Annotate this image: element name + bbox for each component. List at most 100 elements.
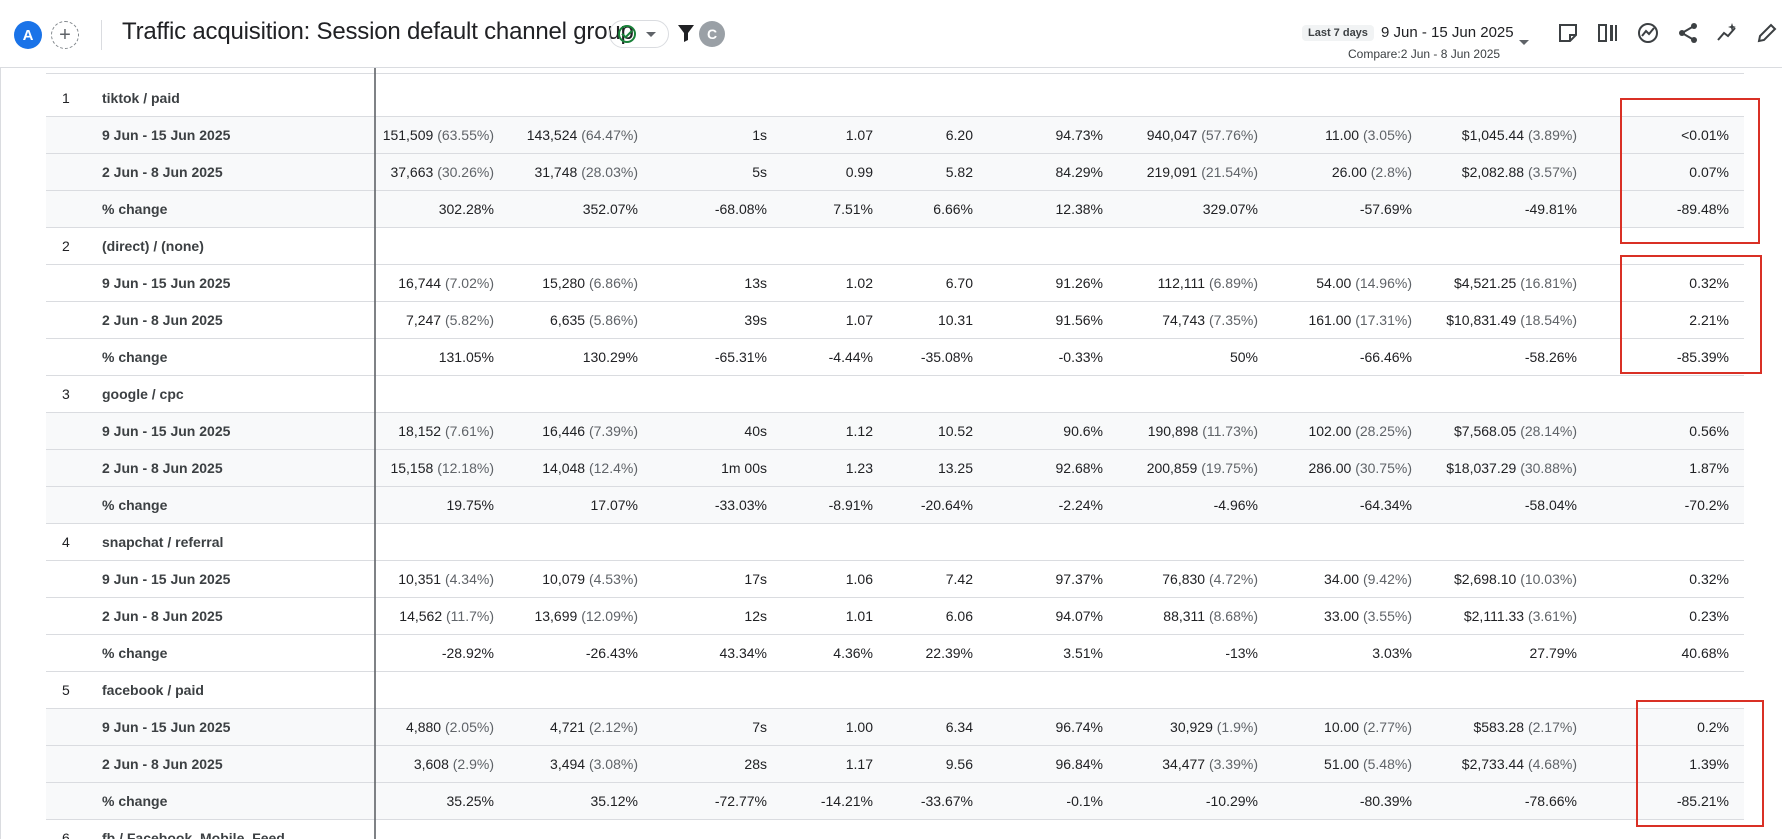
cell-value: 10.31 xyxy=(937,312,973,328)
cell-value: 352.07% xyxy=(582,201,638,217)
row-label: 9 Jun - 15 Jun 2025 xyxy=(102,127,231,143)
table-cell: 92.68% xyxy=(1056,460,1103,476)
cell-value: 15,280 xyxy=(542,275,586,291)
cell-share: (4.72%) xyxy=(1208,571,1258,587)
table-cell: 1.87% xyxy=(1689,460,1729,476)
insights-icon[interactable] xyxy=(1635,20,1661,46)
table-row: 9 Jun - 15 Jun 2025 16,744 (7.02%) 15,280 … xyxy=(46,265,1744,302)
channel-group-label[interactable]: google / cpc xyxy=(102,386,184,402)
table-cell: 0.32% xyxy=(1689,571,1729,587)
row-index: 1 xyxy=(62,90,70,106)
cell-value: -49.81% xyxy=(1524,201,1577,217)
cell-value: 0.32% xyxy=(1689,275,1729,291)
table-cell: 5s xyxy=(752,164,767,180)
table-group-row[interactable]: 3 google / cpc xyxy=(46,376,1744,413)
channel-group-label[interactable]: snapchat / referral xyxy=(102,534,224,550)
sparkle-insights-icon[interactable] xyxy=(1714,20,1740,46)
row-label: 2 Jun - 8 Jun 2025 xyxy=(102,312,223,328)
table-cell: 17s xyxy=(744,571,767,587)
table-cell: 34.00 (9.42%) xyxy=(1324,571,1412,587)
cell-value: -0.33% xyxy=(1058,349,1103,365)
cell-share: (6.86%) xyxy=(588,275,638,291)
table-cell: -28.92% xyxy=(442,645,494,661)
cell-value: 11.00 xyxy=(1325,127,1360,143)
table-cell: 10,079 (4.53%) xyxy=(542,571,638,587)
cell-value: 10.00 xyxy=(1324,719,1360,735)
table-cell: 16,446 (7.39%) xyxy=(542,423,638,439)
report-status-dropdown[interactable] xyxy=(609,20,669,48)
cell-value: 34.00 xyxy=(1324,571,1360,587)
cell-share: (12.4%) xyxy=(588,460,638,476)
cell-value: 3.51% xyxy=(1063,645,1103,661)
cell-value: 17s xyxy=(744,571,767,587)
channel-group-label[interactable]: facebook / paid xyxy=(102,682,204,698)
compare-columns-icon[interactable] xyxy=(1595,20,1621,46)
cell-value: 3.03% xyxy=(1372,645,1412,661)
table-group-row[interactable]: 4 snapchat / referral xyxy=(46,524,1744,561)
table-group-row[interactable]: 6 fb / Facebook_Mobile_Feed xyxy=(46,820,1744,839)
comparison-avatar[interactable]: C xyxy=(699,21,725,47)
date-range-picker[interactable]: 9 Jun - 15 Jun 2025 xyxy=(1381,24,1514,41)
table-cell: $7,568.05 (28.14%) xyxy=(1454,423,1577,439)
cell-value: 329.07% xyxy=(1202,201,1258,217)
cell-value: 74,743 xyxy=(1162,312,1206,328)
table-group-row[interactable]: 1 tiktok / paid xyxy=(46,80,1744,117)
dimension-column-divider[interactable] xyxy=(374,68,376,839)
cell-value: 39s xyxy=(744,312,767,328)
cell-value: 7,247 xyxy=(406,312,442,328)
cell-value: 1.00 xyxy=(845,719,873,735)
cell-share: (57.76%) xyxy=(1201,127,1258,143)
cell-value: -33.67% xyxy=(920,793,973,809)
cell-share: (5.82%) xyxy=(444,312,494,328)
share-icon[interactable] xyxy=(1675,20,1701,46)
user-avatar[interactable]: A xyxy=(14,21,42,49)
cell-share: (4.34%) xyxy=(444,571,494,587)
cell-value: -70.2% xyxy=(1684,497,1729,513)
add-comparison-button[interactable]: + xyxy=(51,21,79,49)
table-cell: 143,524 (64.47%) xyxy=(527,127,638,143)
row-label: 9 Jun - 15 Jun 2025 xyxy=(102,423,231,439)
cell-value: 131.05% xyxy=(438,349,494,365)
table-cell: $2,733.44 (4.68%) xyxy=(1462,756,1577,772)
report-header: A + Traffic acquisition: Session default… xyxy=(0,0,1782,68)
filter-icon[interactable] xyxy=(677,23,695,43)
table-cell: -49.81% xyxy=(1525,201,1577,217)
table-cell: -85.21% xyxy=(1677,793,1729,809)
cell-value: 90.6% xyxy=(1063,423,1103,439)
notes-icon[interactable] xyxy=(1555,20,1581,46)
table-group-row[interactable]: 5 facebook / paid xyxy=(46,672,1744,709)
table-cell: 76,830 (4.72%) xyxy=(1162,571,1258,587)
table-cell: 4,721 (2.12%) xyxy=(550,719,638,735)
table-cell: $1,045.44 (3.89%) xyxy=(1462,127,1577,143)
table-cell: 3.03% xyxy=(1372,645,1412,661)
table-cell: 102.00 (28.25%) xyxy=(1308,423,1412,439)
compare-date-range: Compare:2 Jun - 8 Jun 2025 xyxy=(1348,47,1501,61)
table-cell: 94.73% xyxy=(1056,127,1103,143)
table-cell: 10.00 (2.77%) xyxy=(1324,719,1412,735)
channel-group-label[interactable]: tiktok / paid xyxy=(102,90,180,106)
table-cell: 35.25% xyxy=(447,793,494,809)
table-cell: 7s xyxy=(752,719,767,735)
table-cell: 1.12 xyxy=(846,423,873,439)
cell-value: 1.17 xyxy=(845,756,873,772)
table-cell: -13% xyxy=(1225,645,1258,661)
table-group-row[interactable]: 2 (direct) / (none) xyxy=(46,228,1744,265)
channel-group-label[interactable]: (direct) / (none) xyxy=(102,238,204,254)
table-cell: 96.84% xyxy=(1056,756,1103,772)
table-cell: 35.12% xyxy=(591,793,638,809)
table-cell: 6,635 (5.86%) xyxy=(550,312,638,328)
date-chevron-down-icon[interactable] xyxy=(1519,40,1529,45)
channel-group-label[interactable]: fb / Facebook_Mobile_Feed xyxy=(102,830,285,839)
cell-share: (1.9%) xyxy=(1216,719,1258,735)
cell-value: 50% xyxy=(1229,349,1258,365)
cell-value: -4.96% xyxy=(1213,497,1258,513)
table-cell: 15,280 (6.86%) xyxy=(542,275,638,291)
edit-icon[interactable] xyxy=(1754,20,1780,46)
table-cell: 3,608 (2.9%) xyxy=(414,756,494,772)
table-cell: -72.77% xyxy=(715,793,767,809)
table-cell: 1.17 xyxy=(846,756,873,772)
cell-share: (63.55%) xyxy=(437,127,494,143)
table-cell: 22.39% xyxy=(926,645,973,661)
cell-value: 43.34% xyxy=(719,645,767,661)
cell-value: 112,111 xyxy=(1157,275,1206,291)
